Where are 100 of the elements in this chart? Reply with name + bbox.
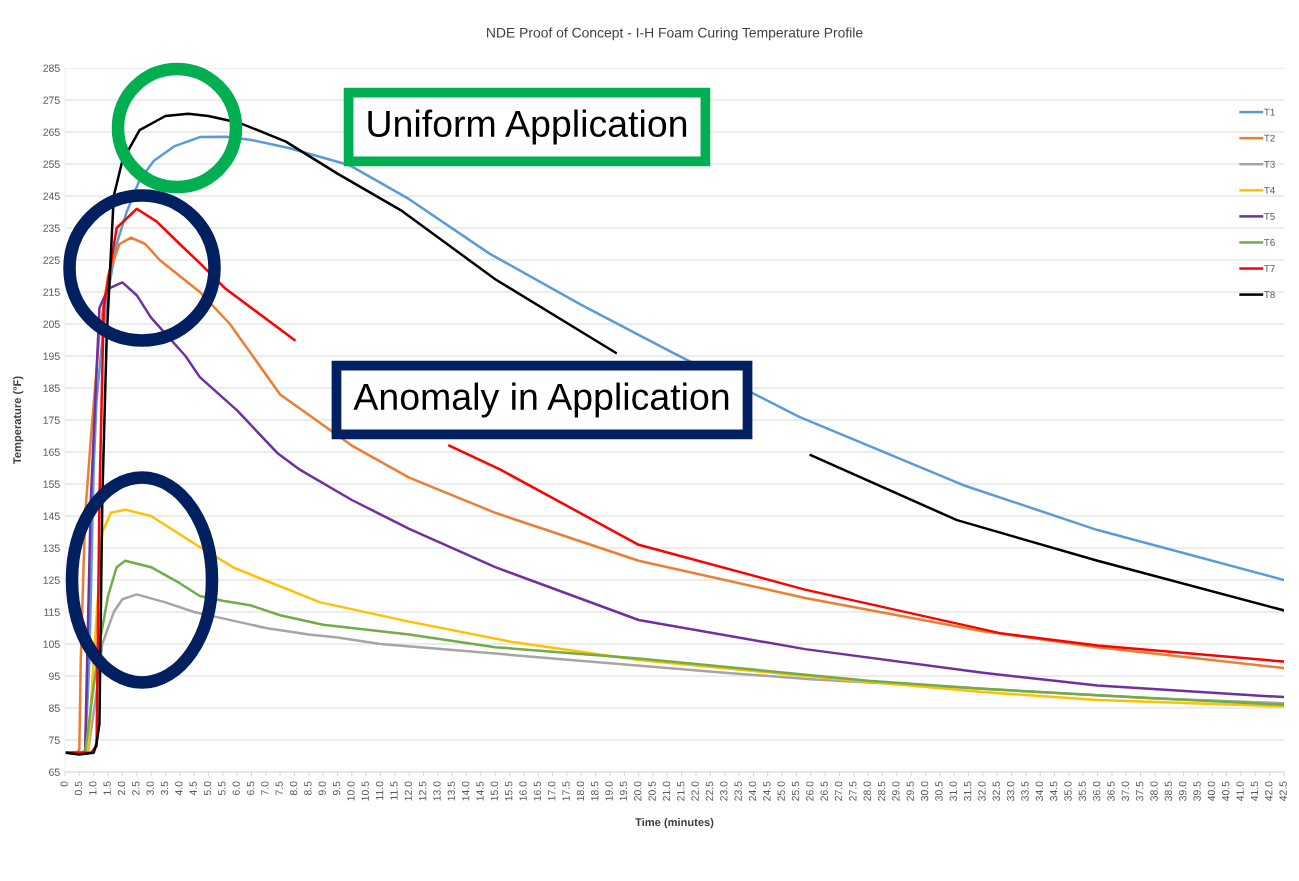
x-tick-label: 13.0 xyxy=(433,781,441,801)
x-tick-label: 22.0 xyxy=(691,781,699,801)
x-tick-label: 23.0 xyxy=(720,781,728,801)
x-tick-label: 1.0 xyxy=(89,781,97,795)
y-axis-title: Temperature (°F) xyxy=(12,376,24,464)
x-tick-label: 24.5 xyxy=(763,781,771,801)
x-tick-label: 5.0 xyxy=(203,781,212,796)
x-tick-label: 9.0 xyxy=(318,781,326,796)
x-tick-label: 10.5 xyxy=(361,781,369,801)
x-tick-label: 2.5 xyxy=(132,781,140,795)
x-tick-label: 37.5 xyxy=(1136,781,1144,801)
x-tick-label: 18.5 xyxy=(591,781,599,801)
x-tick-label: 8.5 xyxy=(304,781,312,796)
x-tick-label: 28.5 xyxy=(877,781,886,801)
x-tick-label: 27.5 xyxy=(849,781,857,801)
x-tick-label: 30.0 xyxy=(920,781,929,801)
y-tick-label: 195 xyxy=(43,352,60,360)
y-tick-label: 235 xyxy=(43,224,60,232)
x-tick-label: 6.5 xyxy=(246,781,255,795)
x-tick-label: 31.0 xyxy=(949,781,957,801)
x-tick-label: 38.5 xyxy=(1164,781,1173,801)
y-tick-label: 75 xyxy=(49,736,60,744)
x-tick-label: 24.0 xyxy=(748,781,757,801)
x-tick-label: 0.5 xyxy=(74,781,83,796)
y-tick-label: 265 xyxy=(43,128,60,136)
y-tick-label: 225 xyxy=(43,256,60,264)
y-tick-label: 105 xyxy=(43,640,60,648)
x-tick-label: 16.0 xyxy=(519,781,527,801)
y-tick-label: 155 xyxy=(43,480,60,488)
chart-title: NDE Proof of Concept - I-H Foam Curing Temperature Profile xyxy=(487,27,863,41)
x-tick-label: 11.5 xyxy=(390,781,398,800)
x-tick-label: 41.5 xyxy=(1250,781,1259,802)
x-tick-label: 34.0 xyxy=(1035,781,1043,801)
x-tick-label: 27.0 xyxy=(834,781,843,801)
legend-label: T5 xyxy=(1264,213,1275,220)
y-tick-label: 135 xyxy=(43,544,60,552)
x-tick-label: 39.5 xyxy=(1193,781,1201,801)
x-tick-label: 32.5 xyxy=(992,781,1000,801)
x-tick-label: 11.0 xyxy=(375,781,384,800)
x-tick-label: 35.5 xyxy=(1078,781,1087,801)
x-tick-label: 2.0 xyxy=(117,781,126,795)
legend-label: T6 xyxy=(1264,239,1275,246)
x-tick-label: 17.0 xyxy=(548,781,556,801)
x-tick-label: 35.0 xyxy=(1064,781,1072,801)
x-tick-label: 21.5 xyxy=(677,781,685,801)
x-tick-label: 20.0 xyxy=(634,781,642,801)
x-tick-label: 15.0 xyxy=(490,781,499,801)
y-tick-label: 125 xyxy=(43,576,60,584)
x-tick-label: 17.5 xyxy=(562,781,570,801)
legend-label: T4 xyxy=(1264,187,1275,194)
y-tick-label: 145 xyxy=(43,512,60,520)
x-tick-label: 26.0 xyxy=(806,781,814,801)
x-tick-label: 33.5 xyxy=(1021,781,1029,801)
x-tick-label: 8.0 xyxy=(289,781,298,796)
x-tick-label: 25.5 xyxy=(791,781,800,801)
x-tick-label: 7.5 xyxy=(275,781,283,795)
y-tick-label: 255 xyxy=(43,160,60,168)
x-tick-label: 34.5 xyxy=(1049,781,1058,801)
x-tick-label: 28.0 xyxy=(863,781,871,801)
y-tick-label: 175 xyxy=(43,416,60,424)
x-tick-label: 29.5 xyxy=(906,781,914,801)
x-tick-label: 15.5 xyxy=(505,781,513,801)
x-tick-label: 37.0 xyxy=(1121,781,1130,801)
x-tick-label: 40.0 xyxy=(1207,781,1216,802)
x-tick-label: 19.5 xyxy=(619,781,628,801)
annotation: Anomaly in Application xyxy=(353,382,729,418)
legend-label: T1 xyxy=(1264,108,1275,116)
x-tick-label: 38.0 xyxy=(1150,781,1158,801)
x-tick-label: 19.0 xyxy=(605,781,613,801)
legend-label: T3 xyxy=(1264,160,1275,168)
x-tick-label: 14.5 xyxy=(476,781,484,801)
x-tick-label: 6.0 xyxy=(232,781,240,795)
x-tick-label: 18.0 xyxy=(576,781,585,801)
legend-label: T8 xyxy=(1264,291,1275,299)
legend-label: T7 xyxy=(1264,265,1275,272)
x-tick-label: 12.0 xyxy=(404,781,412,801)
y-tick-label: 275 xyxy=(43,96,60,104)
y-tick-label: 215 xyxy=(43,288,60,296)
x-tick-label: 36.5 xyxy=(1107,781,1115,801)
x-tick-label: 25.0 xyxy=(777,781,785,801)
x-tick-label: 29.0 xyxy=(892,781,900,801)
x-tick-label: 4.0 xyxy=(175,781,183,796)
legend-label: T2 xyxy=(1264,134,1275,142)
y-tick-label: 245 xyxy=(43,192,60,200)
x-tick-label: 42.0 xyxy=(1265,781,1273,802)
y-tick-label: 185 xyxy=(43,384,60,392)
x-tick-label: 10.0 xyxy=(347,781,355,801)
x-tick-label: 5.5 xyxy=(218,781,226,796)
x-tick-label: 31.5 xyxy=(963,781,972,801)
x-tick-label: 14.0 xyxy=(461,781,470,801)
y-tick-label: 115 xyxy=(44,608,60,616)
x-tick-label: 33.0 xyxy=(1006,781,1015,801)
y-tick-label: 85 xyxy=(49,704,60,712)
annotation: Uniform Application xyxy=(368,109,687,145)
x-tick-label: 21.0 xyxy=(662,781,671,801)
x-tick-label: 39.0 xyxy=(1179,781,1187,801)
x-tick-label: 26.5 xyxy=(820,781,828,801)
x-tick-label: 9.5 xyxy=(332,781,341,796)
x-tick-label: 12.5 xyxy=(418,781,427,801)
x-tick-label: 1.5 xyxy=(103,781,111,795)
